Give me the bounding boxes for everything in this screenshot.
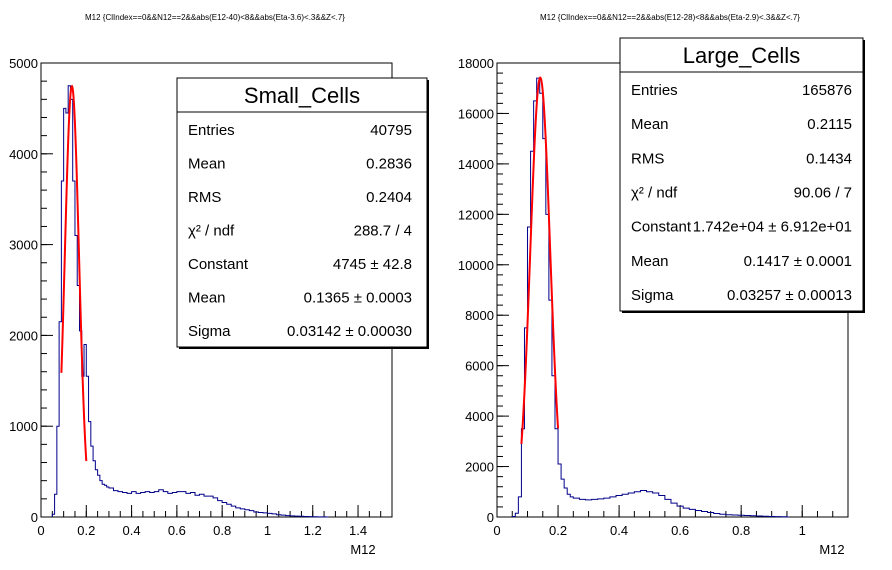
- y-tick-label: 12000: [458, 207, 494, 222]
- y-tick-label: 0: [31, 510, 38, 525]
- stats-box-frame: [619, 37, 864, 312]
- y-tick-label: 2000: [465, 460, 494, 475]
- y-tick-label: 4000: [465, 409, 494, 424]
- stats-row-value: 0.2836: [366, 155, 412, 172]
- stats-row-value: 40795: [370, 122, 412, 139]
- x-tick-label: 1: [799, 523, 806, 538]
- x-tick-label: 0.6: [168, 523, 186, 538]
- y-tick-label: 2000: [9, 328, 38, 343]
- y-tick-label: 14000: [458, 157, 494, 172]
- stats-box-name: Large_Cells: [683, 43, 800, 68]
- stats-row-label: Sigma: [188, 323, 231, 340]
- x-tick-label: 0.8: [213, 523, 231, 538]
- stats-row-value: 0.2115: [807, 116, 852, 133]
- stats-row-label: Entries: [631, 82, 678, 99]
- chart-panel-2: M12 {ClIndex==0&&N12==2&&abs(E12-28)<8&&…: [458, 13, 865, 557]
- stats-row-label: Mean: [188, 290, 226, 307]
- y-tick-label: 16000: [458, 106, 494, 121]
- chart-title: M12 {ClIndex==0&&N12==2&&abs(E12-28)<8&&…: [540, 13, 800, 22]
- y-tick-label: 10000: [458, 258, 494, 273]
- x-tick-label: 0.4: [610, 523, 628, 538]
- stats-row-label: Mean: [631, 253, 669, 270]
- y-tick-label: 6000: [465, 359, 494, 374]
- y-tick-label: 8000: [465, 308, 494, 323]
- stats-row-label: χ² / ndf: [631, 185, 678, 202]
- stats-row-value: 165876: [802, 82, 852, 99]
- x-tick-label: 0.2: [77, 523, 95, 538]
- stats-box: Small_Cells Entries 40795 Mean 0.2836 RMS 0.24…: [176, 77, 429, 349]
- stats-row-value: 1.742e+04 ± 6.912e+01: [693, 219, 852, 236]
- gaussian-fit-curve: [520, 76, 560, 445]
- stats-row-label: Sigma: [631, 287, 674, 304]
- x-tick-label: 1.4: [349, 523, 367, 538]
- stats-box-name: Small_Cells: [244, 83, 360, 108]
- stats-row-label: Mean: [188, 155, 226, 172]
- stats-row-label: Mean: [631, 116, 669, 133]
- stats-row-label: Constant: [631, 219, 692, 236]
- chart-panel-1: M12 {ClIndex==0&&N12==2&&abs(E12-40)<8&&…: [9, 13, 429, 557]
- stats-row-value: 288.7 / 4: [354, 223, 412, 240]
- stats-row-value: 0.1365 ± 0.0003: [304, 290, 412, 307]
- x-tick-label: 0: [493, 523, 500, 538]
- stats-row-value: 4745 ± 42.8: [333, 256, 412, 273]
- y-tick-label: 5000: [9, 56, 38, 71]
- chart-title: M12 {ClIndex==0&&N12==2&&abs(E12-40)<8&&…: [85, 13, 345, 22]
- stats-row-value: 0.1434: [806, 150, 852, 167]
- x-axis-label: M12: [350, 542, 375, 557]
- x-axis-label: M12: [819, 542, 844, 557]
- y-tick-label: 4000: [9, 147, 38, 162]
- histogram-series: [511, 77, 790, 518]
- x-tick-label: 1: [264, 523, 271, 538]
- stats-row-value: 90.06 / 7: [794, 185, 852, 202]
- stats-row-label: χ² / ndf: [188, 223, 235, 240]
- y-tick-label: 18000: [458, 56, 494, 71]
- x-tick-label: 0: [37, 523, 44, 538]
- stats-row-value: 0.03257 ± 0.00013: [727, 287, 852, 304]
- stats-row-value: 0.03142 ± 0.00030: [287, 323, 412, 340]
- stats-row-label: RMS: [188, 189, 221, 206]
- x-tick-label: 0.4: [123, 523, 141, 538]
- stats-row-label: Entries: [188, 122, 235, 139]
- y-tick-label: 1000: [9, 419, 38, 434]
- x-tick-label: 1.2: [304, 523, 322, 538]
- stats-row-label: Constant: [188, 256, 249, 273]
- y-tick-label: 0: [487, 510, 494, 525]
- x-tick-label: 0.6: [671, 523, 689, 538]
- x-tick-label: 0.2: [549, 523, 567, 538]
- stats-box-frame: [176, 77, 428, 348]
- gaussian-fit-curve: [60, 84, 88, 462]
- stats-row-value: 0.2404: [366, 189, 412, 206]
- y-tick-label: 3000: [9, 238, 38, 253]
- x-tick-label: 0.8: [732, 523, 750, 538]
- stats-row-label: RMS: [631, 150, 664, 167]
- stats-box: Large_Cells Entries 165876 Mean 0.2115 RMS 0.1…: [619, 37, 865, 313]
- stats-row-value: 0.1417 ± 0.0001: [744, 253, 852, 270]
